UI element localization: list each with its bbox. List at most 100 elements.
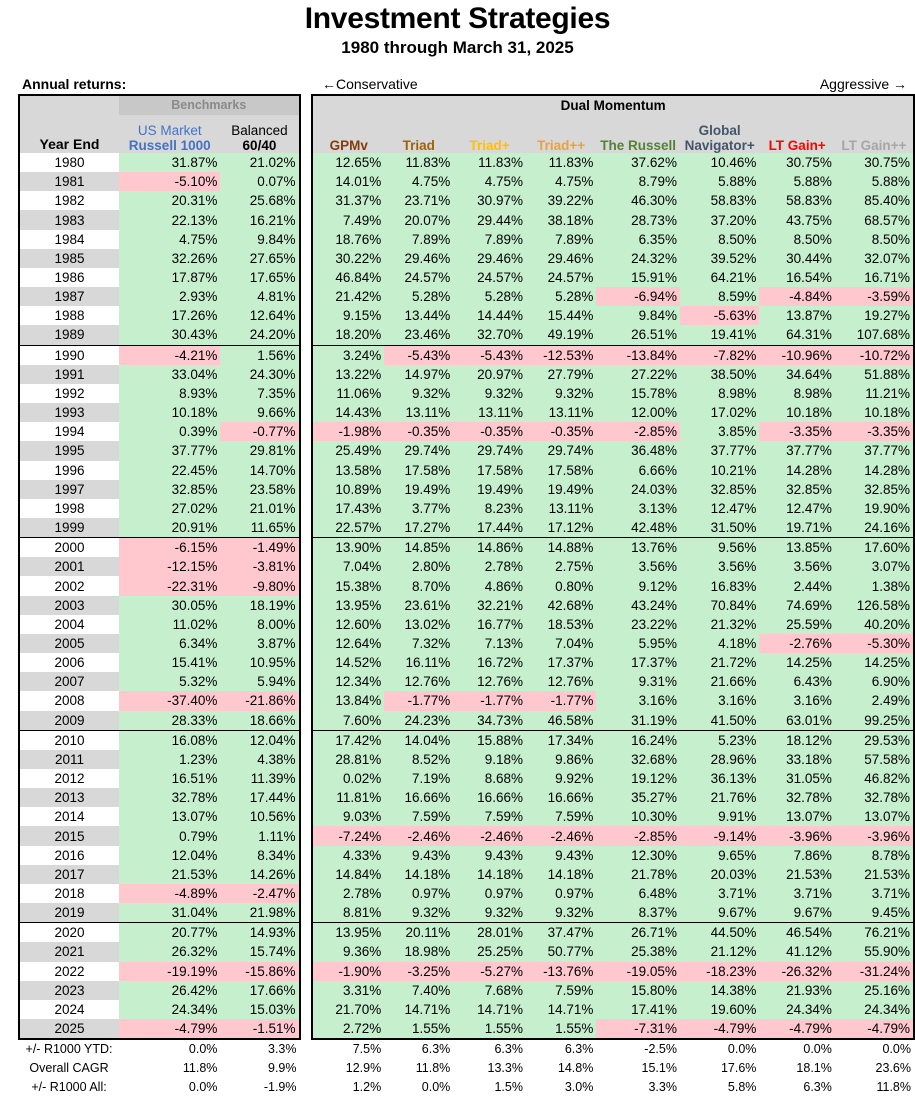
return-cell: 23.58% xyxy=(220,479,301,499)
return-cell: 7.89% xyxy=(453,229,526,249)
return-cell: 4.81% xyxy=(220,287,301,307)
return-cell: 2.44% xyxy=(759,576,835,596)
returns-table: Benchmarks Dual Momentum Year End US Market… xyxy=(17,94,915,1097)
return-cell: 12.64% xyxy=(220,306,301,326)
return-cell: 9.56% xyxy=(679,537,760,558)
summary-value: 0.0% xyxy=(759,1039,835,1060)
return-cell: 17.43% xyxy=(311,498,385,518)
return-cell: 21.76% xyxy=(679,788,760,808)
return-cell: 8.79% xyxy=(596,172,680,192)
return-cell: 3.56% xyxy=(679,557,760,577)
return-cell: 13.07% xyxy=(119,807,221,827)
column-gap xyxy=(299,191,313,211)
column-gap xyxy=(299,749,313,769)
column-gap xyxy=(299,614,313,634)
return-cell: 12.64% xyxy=(311,633,385,654)
summary-row: Overall CAGR 11.8% 9.9% 12.9% 11.8% 13.3% 14.8… xyxy=(19,1059,914,1079)
column-gap xyxy=(299,1019,313,1040)
return-cell: 14.71% xyxy=(525,999,597,1020)
return-cell: -1.77% xyxy=(384,691,454,711)
year-cell: 2025 xyxy=(17,1019,120,1041)
return-cell: 11.83% xyxy=(525,153,597,173)
return-cell: 13.84% xyxy=(311,691,385,711)
column-gap xyxy=(299,345,313,365)
return-cell: 20.07% xyxy=(384,210,454,230)
year-cell: 2002 xyxy=(17,576,120,596)
return-cell: 30.44% xyxy=(759,248,835,268)
column-gap xyxy=(299,403,313,423)
return-cell: 5.95% xyxy=(596,633,680,654)
return-cell: 37.77% xyxy=(679,441,760,461)
return-cell: 3.77% xyxy=(384,498,454,518)
year-cell: 2000 xyxy=(17,537,120,558)
return-cell: 7.60% xyxy=(311,710,385,731)
return-cell: 17.58% xyxy=(384,460,454,480)
return-cell: 8.68% xyxy=(453,769,526,789)
return-cell: 17.37% xyxy=(525,653,597,673)
return-cell: 30.43% xyxy=(119,325,221,346)
return-cell: 18.53% xyxy=(525,614,597,634)
return-cell: -3.25% xyxy=(384,961,454,981)
column-gap xyxy=(299,788,313,808)
return-cell: 15.78% xyxy=(596,383,680,404)
return-cell: 16.11% xyxy=(384,653,454,673)
return-cell: 39.22% xyxy=(525,191,597,211)
return-cell: 18.76% xyxy=(311,229,385,249)
return-cell: 5.23% xyxy=(679,729,760,750)
return-cell: 9.32% xyxy=(525,383,597,404)
column-gap xyxy=(299,1059,313,1079)
return-cell: 38.18% xyxy=(525,210,597,230)
summary-value: 0.0% xyxy=(119,1078,221,1097)
column-gap xyxy=(299,460,313,480)
return-cell: 24.20% xyxy=(220,325,301,346)
return-cell: 9.84% xyxy=(220,229,301,249)
return-cell: 18.19% xyxy=(220,595,301,615)
column-gap xyxy=(299,942,313,962)
column-gap xyxy=(299,479,313,499)
return-cell: -3.81% xyxy=(220,557,301,577)
return-cell: 11.06% xyxy=(311,383,385,404)
return-cell: 14.28% xyxy=(759,460,835,480)
table-row: 1988 17.26% 12.64% 9.15% 13.44% 14.44% 15.44% 9… xyxy=(17,306,915,326)
summary-value: 14.8% xyxy=(525,1059,597,1079)
return-cell: 9.45% xyxy=(834,903,915,923)
table-row: 2017 21.53% 14.26% 14.84% 14.18% 14.18% 14.18%… xyxy=(17,864,915,884)
return-cell: 14.18% xyxy=(453,864,526,884)
year-cell: 1995 xyxy=(17,441,120,461)
summary-value: 7.5% xyxy=(312,1039,385,1060)
table-row: 2010 16.08% 12.04% 17.42% 14.04% 15.88% 17.34%… xyxy=(17,729,915,750)
return-cell: 7.68% xyxy=(453,980,526,1000)
return-cell: 0.07% xyxy=(220,172,301,192)
summary-value: 1.5% xyxy=(453,1078,526,1097)
return-cell: 16.21% xyxy=(220,210,301,230)
year-cell: 2009 xyxy=(17,710,120,731)
return-cell: -3.35% xyxy=(759,422,835,442)
table-row: 2015 0.79% 1.11% -7.24% -2.46% -2.46% -2.46% -2… xyxy=(17,826,915,846)
return-cell: -2.85% xyxy=(596,826,680,846)
return-cell: 21.02% xyxy=(220,153,301,173)
table-row: 1981 -5.10% 0.07% 14.01% 4.75% 4.75% 4.75% 8.79… xyxy=(17,172,915,192)
column-gap xyxy=(299,845,313,865)
page-title: Investment Strategies xyxy=(304,2,611,35)
return-cell: -2.46% xyxy=(384,826,454,846)
return-cell: 5.28% xyxy=(525,287,597,307)
return-cell: 13.11% xyxy=(525,498,597,518)
return-cell: 11.02% xyxy=(119,614,221,634)
return-cell: 27.79% xyxy=(525,364,597,384)
return-cell: 8.50% xyxy=(759,229,835,249)
return-cell: 1.55% xyxy=(453,1019,526,1041)
return-cell: 30.75% xyxy=(759,153,835,173)
return-cell: -0.35% xyxy=(525,422,597,442)
return-cell: -4.84% xyxy=(759,287,835,307)
return-cell: 28.96% xyxy=(679,749,760,769)
return-cell: 40.20% xyxy=(834,614,915,634)
return-cell: 46.82% xyxy=(834,769,915,789)
return-cell: 3.24% xyxy=(311,344,385,365)
return-cell: 42.68% xyxy=(525,595,597,615)
return-cell: -13.84% xyxy=(596,344,680,365)
year-cell: 2021 xyxy=(17,942,120,962)
return-cell: 6.48% xyxy=(596,883,680,904)
table-row: 2012 16.51% 11.39% 0.02% 7.19% 8.68% 9.92% 19.1… xyxy=(17,769,915,789)
return-cell: 2.78% xyxy=(453,557,526,577)
return-cell: 15.80% xyxy=(596,980,680,1000)
